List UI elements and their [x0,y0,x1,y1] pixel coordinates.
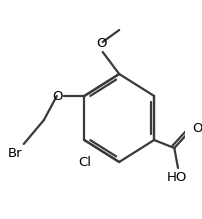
Text: O: O [193,122,202,136]
Text: O: O [97,37,107,50]
Text: Br: Br [8,147,23,160]
Text: Cl: Cl [78,156,91,169]
Text: HO: HO [167,171,187,184]
Text: O: O [53,90,63,102]
